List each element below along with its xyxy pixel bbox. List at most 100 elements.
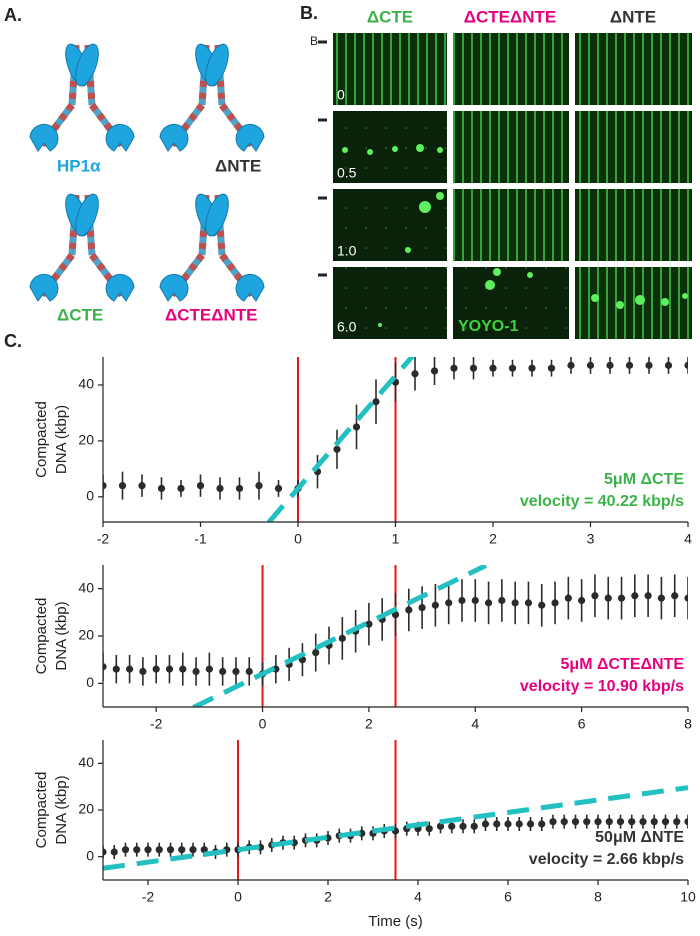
- micrograph-grid: [318, 33, 692, 339]
- data-point: [625, 361, 634, 369]
- data-point: [425, 825, 433, 833]
- data-point: [469, 364, 478, 372]
- data-point: [498, 596, 506, 605]
- y-tick-label: 40: [78, 754, 94, 770]
- data-point: [606, 361, 614, 369]
- data-point: [493, 820, 501, 828]
- time-label: 0.5: [337, 165, 357, 181]
- y-axis-label: Compacted: [33, 772, 50, 849]
- time-label: 1.0: [337, 243, 357, 259]
- data-point: [205, 665, 213, 673]
- data-point: [628, 818, 636, 826]
- annotation: velocity = 40.22 kbp/s: [520, 493, 684, 510]
- x-tick-label: 0: [259, 716, 267, 732]
- data-point: [125, 665, 134, 673]
- y-tick-label: 40: [78, 376, 94, 392]
- y-axis-label: DNA (kbp): [53, 405, 70, 474]
- protein-diagram: [160, 41, 264, 151]
- x-tick-label: 2: [365, 716, 373, 732]
- data-point: [671, 592, 679, 600]
- data-point: [515, 820, 523, 828]
- data-point: [684, 361, 688, 369]
- panel-label: C.: [4, 331, 22, 351]
- data-point: [583, 818, 591, 826]
- data-point: [684, 594, 688, 602]
- data-point: [471, 596, 479, 605]
- x-tick-label: 1: [392, 531, 400, 547]
- annotation: velocity = 2.66 kbp/s: [529, 851, 684, 868]
- data-point: [166, 846, 175, 854]
- data-point: [450, 364, 458, 372]
- data-point: [504, 820, 512, 828]
- data-point: [564, 594, 572, 602]
- data-point: [139, 667, 147, 676]
- data-point: [152, 665, 160, 673]
- y-axis-label: Compacted: [33, 598, 50, 675]
- data-point: [372, 398, 380, 406]
- data-point: [538, 601, 546, 609]
- y-axis-label: Compacted: [33, 401, 50, 478]
- data-point: [538, 820, 546, 828]
- data-point: [178, 846, 186, 854]
- data-point: [664, 361, 673, 369]
- plot-area: [103, 565, 688, 707]
- data-point: [352, 423, 361, 431]
- x-tick-label: 2: [489, 531, 497, 547]
- data-point: [650, 818, 658, 826]
- stain-label: YOYO-1: [458, 318, 519, 335]
- x-tick-label: 3: [587, 531, 595, 547]
- plot-area: [103, 357, 688, 522]
- data-point: [549, 818, 557, 826]
- x-tick-label: 0: [294, 531, 302, 547]
- column-header: ΔCTE: [367, 7, 413, 26]
- data-point: [192, 667, 200, 676]
- data-point: [631, 592, 639, 600]
- data-point: [489, 364, 497, 372]
- data-point: [200, 846, 208, 854]
- data-point: [511, 599, 519, 607]
- data-point: [157, 484, 166, 493]
- data-point: [445, 599, 453, 607]
- data-point: [232, 667, 240, 676]
- data-point: [179, 665, 187, 673]
- x-tick-label: -2: [97, 531, 110, 547]
- data-point: [165, 665, 174, 673]
- data-point: [245, 667, 253, 676]
- fit-line: [266, 357, 416, 522]
- data-point: [524, 599, 533, 607]
- panel-label: A.: [4, 5, 22, 25]
- data-point: [551, 599, 559, 607]
- y-tick-label: 20: [78, 801, 94, 817]
- construct-label: ΔNTE: [215, 156, 261, 175]
- data-point: [274, 484, 283, 493]
- annotation: 50μM ΔNTE: [595, 829, 684, 846]
- construct-label: HP1α: [57, 156, 101, 175]
- y-axis-label: DNA (kbp): [53, 601, 70, 670]
- data-point: [567, 361, 575, 369]
- time-label: 0: [337, 87, 345, 103]
- data-point: [177, 484, 185, 493]
- y-tick-label: 0: [86, 674, 94, 690]
- data-point: [591, 592, 599, 600]
- y-axis-label: DNA (kbp): [53, 775, 70, 844]
- data-point: [604, 594, 612, 602]
- x-tick-label: 4: [684, 531, 692, 547]
- data-point: [578, 596, 586, 605]
- plot-area: [103, 740, 688, 880]
- data-point: [547, 364, 556, 372]
- x-tick-label: 6: [578, 716, 586, 732]
- data-point: [459, 822, 467, 830]
- data-point: [528, 364, 536, 372]
- data-point: [338, 634, 346, 642]
- data-point: [110, 848, 118, 856]
- data-point: [333, 445, 341, 453]
- data-point: [216, 484, 224, 493]
- x-tick-label: 0: [234, 889, 242, 905]
- x-tick-label: 6: [504, 889, 512, 905]
- data-point: [526, 820, 535, 828]
- x-tick-label: 4: [414, 889, 422, 905]
- x-tick-label: 10: [680, 889, 696, 905]
- data-point: [405, 606, 413, 614]
- y-tick-label: 0: [86, 488, 94, 504]
